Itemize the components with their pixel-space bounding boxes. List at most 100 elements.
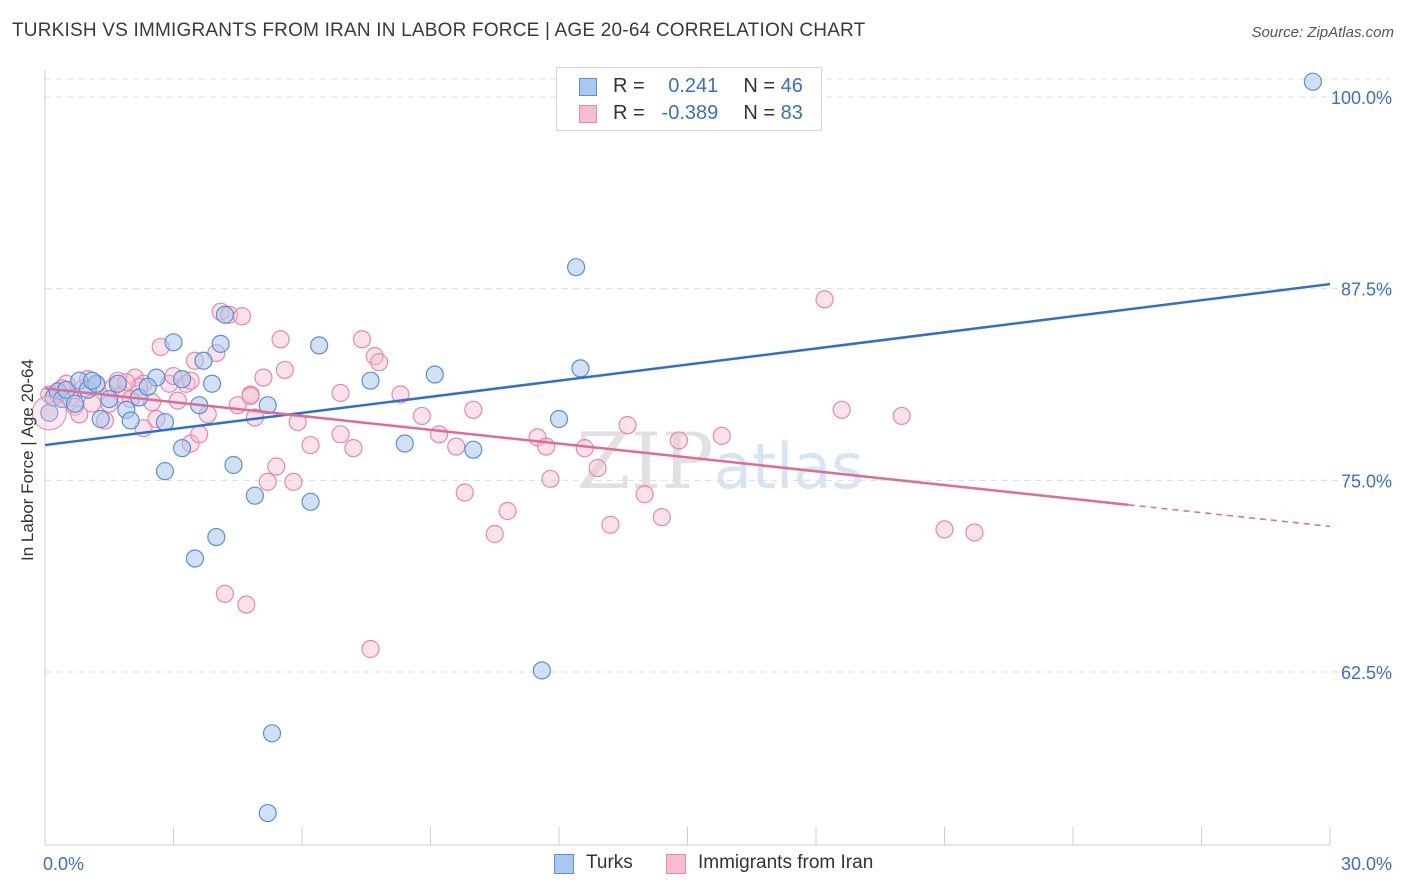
- data-point-turks: [425, 365, 444, 384]
- legend-r-label: R =: [613, 102, 645, 124]
- legend-n-value: 46: [780, 75, 803, 97]
- data-point-iran: [190, 425, 209, 444]
- data-point-iran: [301, 435, 320, 455]
- y-axis-label: In Labor Force | Age 20-64: [18, 359, 37, 561]
- data-point-iran: [258, 472, 277, 491]
- legend-n-label: N =: [743, 75, 776, 97]
- data-point-turks: [464, 440, 483, 459]
- data-point-turks: [532, 661, 551, 680]
- data-point-iran: [892, 406, 911, 426]
- data-point-iran: [352, 330, 372, 349]
- data-point-turks: [207, 527, 226, 547]
- data-point-iran: [601, 515, 620, 534]
- data-point-iran: [215, 584, 234, 603]
- data-point-turks: [172, 370, 192, 389]
- chart-title: TURKISH VS IMMIGRANTS FROM IRAN IN LABOR…: [12, 20, 866, 41]
- watermark: ZIPatlas: [576, 417, 863, 507]
- data-point-iran: [464, 400, 483, 419]
- data-point-turks: [211, 334, 230, 353]
- x-tick-label: 30.0%: [1341, 854, 1392, 874]
- legend-swatch-iran: [666, 854, 686, 874]
- trend-line-iran: [44, 387, 1129, 507]
- y-tick-label: 62.5%: [1341, 663, 1392, 683]
- data-point-iran: [429, 425, 449, 444]
- data-point-turks: [108, 374, 127, 393]
- data-point-turks: [301, 492, 320, 511]
- legend-n-value: 83: [780, 102, 803, 124]
- legend-r-value: -0.389: [661, 102, 719, 124]
- data-point-iran: [832, 400, 851, 419]
- data-point-iran: [588, 458, 607, 478]
- source-label: Source: ZipAtlas.com: [1251, 24, 1394, 41]
- data-point-turks: [258, 803, 277, 823]
- data-point-turks: [310, 336, 329, 355]
- data-point-iran: [669, 431, 689, 450]
- data-point-turks: [100, 389, 119, 409]
- y-tick-label: 87.5%: [1341, 280, 1392, 300]
- data-point-iran: [965, 523, 984, 542]
- data-point-iran: [331, 425, 350, 444]
- legend-swatch-iran: [579, 105, 597, 123]
- data-point-turks: [215, 305, 234, 324]
- data-point-iran: [498, 501, 517, 521]
- data-point-iran: [618, 416, 637, 435]
- data-point-turks: [567, 258, 586, 277]
- data-point-cluster: [31, 395, 67, 431]
- data-point-iran: [254, 368, 273, 387]
- data-point-iran: [815, 290, 834, 309]
- legend-r-value: 0.241: [668, 75, 719, 97]
- data-point-iran: [541, 469, 560, 488]
- data-point-turks: [258, 396, 277, 415]
- legend-n-label: N =: [743, 102, 776, 124]
- data-point-turks: [224, 455, 243, 475]
- trend-line-iran-extension: [1128, 504, 1331, 528]
- legend-label-turks: Turks: [586, 852, 633, 873]
- y-tick-label: 75.0%: [1341, 471, 1392, 491]
- data-point-turks: [83, 371, 102, 390]
- data-point-turks: [549, 409, 569, 429]
- data-point-iran: [370, 353, 389, 372]
- legend-swatch-turks: [579, 78, 597, 96]
- data-point-turks: [164, 333, 183, 352]
- data-point-iran: [344, 439, 363, 458]
- data-point-turks: [571, 359, 590, 378]
- legend-swatch-turks: [554, 854, 574, 874]
- data-point-turks: [185, 549, 205, 568]
- data-point-iran: [275, 360, 294, 380]
- data-point-turks: [194, 351, 213, 370]
- data-point-turks: [262, 724, 282, 743]
- data-point-iran: [485, 524, 504, 544]
- data-point-iran: [652, 508, 671, 527]
- data-point-iran: [267, 457, 286, 476]
- data-point-iran: [712, 426, 731, 445]
- legend-r-label: R =: [613, 75, 645, 97]
- data-point-iran: [391, 385, 410, 404]
- data-point-iran: [241, 386, 260, 406]
- correlation-legend: R = 0.241 N = 46 R = -0.389 N = 83: [556, 67, 822, 131]
- data-point-iran: [232, 307, 252, 326]
- data-point-turks: [361, 371, 380, 390]
- data-point-turks: [65, 394, 85, 413]
- data-point-iran: [935, 520, 954, 539]
- data-point-iran: [361, 639, 380, 659]
- legend-label-iran: Immigrants from Iran: [698, 852, 874, 873]
- data-point-turks: [155, 412, 175, 432]
- data-point-turks: [91, 409, 110, 429]
- data-point-turks: [202, 374, 222, 393]
- data-point-iran: [284, 472, 303, 491]
- data-point-iran: [331, 383, 350, 403]
- data-point-turks: [395, 434, 414, 453]
- data-point-iran: [168, 391, 187, 410]
- data-point-iran: [271, 330, 290, 349]
- data-point-turks: [1303, 72, 1322, 91]
- data-point-iran: [455, 483, 474, 502]
- x-tick-label: 0.0%: [43, 854, 84, 874]
- data-point-turks: [245, 486, 264, 505]
- data-point-iran: [237, 595, 256, 614]
- trend-line-turks: [44, 282, 1331, 447]
- data-point-turks: [172, 439, 192, 458]
- y-tick-label: 100.0%: [1331, 88, 1392, 108]
- data-point-iran: [412, 406, 432, 426]
- data-point-iran: [447, 437, 466, 456]
